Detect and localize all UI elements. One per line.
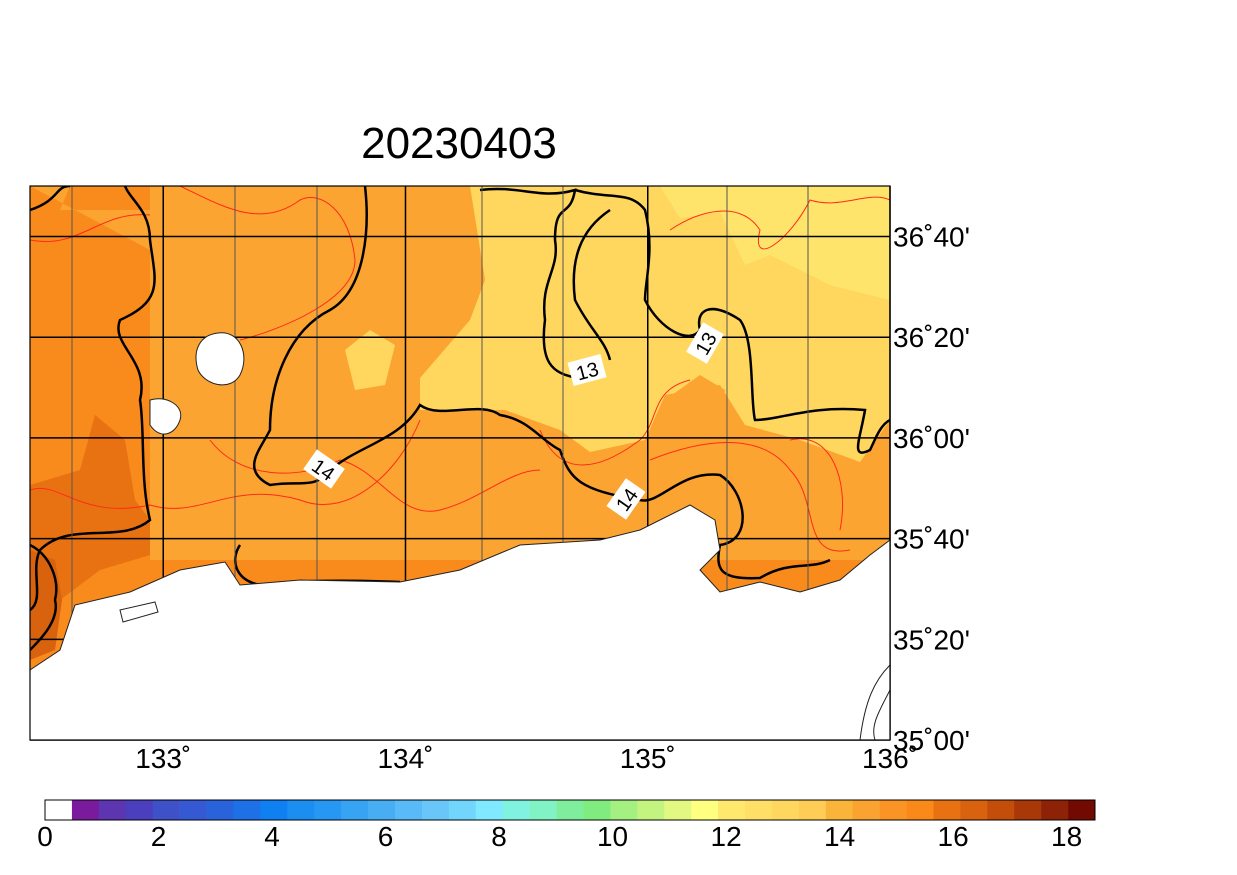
colorbar-swatch: [664, 800, 692, 820]
x-tick-label: 133˚: [135, 743, 191, 774]
y-tick-label: 36˚40': [893, 222, 970, 253]
colorbar-swatch: [71, 800, 100, 820]
colorbar-swatch: [825, 800, 853, 820]
colorbar-swatch: [529, 800, 557, 820]
field-zone: [345, 330, 395, 390]
y-tick-label: 35˚40': [893, 524, 970, 555]
colorbar-swatch: [745, 800, 773, 820]
colorbar-tick-label: 4: [264, 821, 280, 852]
colorbar-tick-label: 2: [151, 821, 167, 852]
chart-title: 20230403: [361, 119, 557, 168]
y-tick-label: 36˚20': [893, 322, 970, 353]
colorbar-tick-label: 18: [1051, 821, 1082, 852]
x-tick-label: 135˚: [620, 743, 676, 774]
label-box: [686, 322, 724, 364]
colorbar-swatch: [1014, 800, 1042, 820]
colorbar-tick-label: 0: [37, 821, 53, 852]
field-zone: [665, 375, 725, 440]
colorbar-swatch: [421, 800, 450, 820]
colorbar-swatch: [125, 800, 153, 820]
y-tick-label: 35˚00': [893, 725, 970, 756]
colorbar-swatch: [798, 800, 827, 820]
colorbar-swatch: [637, 800, 665, 820]
colorbar-swatch: [475, 800, 503, 820]
plot-frame: [29, 185, 891, 741]
colorbar-tick-label: 16: [938, 821, 969, 852]
colorbar-swatch: [395, 800, 423, 820]
island: [149, 398, 182, 435]
colorbar-swatch: [448, 800, 477, 820]
colorbar-swatch: [556, 800, 584, 820]
colorbar-swatch: [960, 800, 988, 820]
colorbar-swatch: [368, 800, 396, 820]
colorbar-swatch: [98, 800, 127, 820]
colorbar-frame: [44, 799, 1096, 821]
colorbar-tick-label: 14: [824, 821, 855, 852]
field-zone: [30, 186, 150, 250]
colorbar-swatch: [933, 800, 961, 820]
colorbar-tick-label: 6: [378, 821, 394, 852]
colorbar-swatch: [233, 800, 261, 820]
colorbar-swatch: [1041, 800, 1069, 820]
colorbar-swatch: [1068, 800, 1096, 820]
colorbar-swatch: [314, 800, 342, 820]
label-box: [606, 478, 646, 520]
colorbar-swatch: [771, 800, 800, 820]
colorbar-swatch: [610, 800, 638, 820]
colorbar-swatch: [987, 800, 1015, 820]
island: [195, 332, 245, 386]
colorbar-swatch: [260, 800, 288, 820]
colorbar-swatch: [287, 800, 315, 820]
colorbar-swatch: [206, 800, 234, 820]
colorbar-swatch: [879, 800, 907, 820]
colorbar-swatch: [179, 800, 207, 820]
island: [119, 601, 159, 623]
colorbar-swatch: [152, 800, 180, 820]
colorbar-swatch: [906, 800, 934, 820]
red-contours: [30, 186, 890, 552]
colorbar-tick-label: 12: [711, 821, 742, 852]
colorbar-swatch: [852, 800, 880, 820]
coastline: [859, 664, 891, 741]
colorbar-swatch: [341, 800, 369, 820]
colorbar-tick-label: 10: [597, 821, 628, 852]
field-zone: [30, 415, 150, 620]
colorbar-swatch: [718, 800, 746, 820]
x-tick-label: 134˚: [377, 743, 433, 774]
x-tick-label: 136˚: [862, 743, 918, 774]
coastline: [29, 504, 891, 741]
label-box: [303, 449, 345, 489]
y-tick-label: 35˚20': [893, 624, 970, 655]
colorbar-tick-label: 8: [491, 821, 507, 852]
label-box: [567, 354, 607, 386]
colorbar-swatch: [583, 800, 611, 820]
colorbar-swatch: [45, 800, 73, 820]
colorbar-swatch: [502, 800, 530, 820]
y-tick-label: 36˚00': [893, 423, 970, 454]
land: [29, 332, 891, 741]
colorbar-swatch: [691, 800, 719, 820]
